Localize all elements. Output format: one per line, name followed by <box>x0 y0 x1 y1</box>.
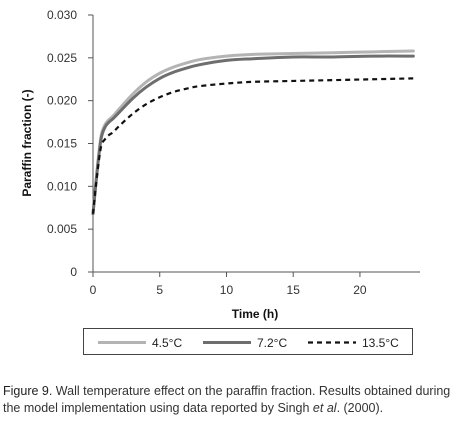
legend-label-3: 13.5°C <box>362 336 399 350</box>
legend-label-1: 4.5°C <box>152 336 182 350</box>
y-tick-label: 0.025 <box>47 51 77 65</box>
chart-area: 0 0.005 0.010 0.015 0.020 0.025 0.030 0 5 10 15 20… <box>20 8 420 321</box>
y-axis-label: Paraffin fraction (-) <box>20 89 34 196</box>
legend: 4.5°C 7.2°C 13.5°C <box>83 328 413 355</box>
series-lines <box>91 49 415 216</box>
series-line-1 <box>91 49 415 216</box>
x-tick-labels: 0 5 10 15 20 <box>90 283 367 297</box>
caption-text-end: . (2000). <box>336 401 384 415</box>
series-line-2 <box>91 54 415 216</box>
caption-figure-label: Figure 9 <box>3 384 49 398</box>
series-line-3 <box>91 77 414 214</box>
x-tick-label: 15 <box>287 283 301 297</box>
x-tick-label: 0 <box>90 283 97 297</box>
x-tick-label: 20 <box>353 283 367 297</box>
y-tick-label: 0.010 <box>47 179 77 193</box>
x-axis-label: Time (h) <box>232 307 278 321</box>
legend-label-2: 7.2°C <box>257 336 287 350</box>
y-tick-label: 0.020 <box>47 94 77 108</box>
y-tick-label: 0.030 <box>47 8 77 22</box>
y-tick-label: 0 <box>70 265 77 279</box>
y-tick-label: 0.005 <box>47 222 77 236</box>
legend-items: 4.5°C 7.2°C 13.5°C <box>98 336 399 350</box>
x-tick-label: 5 <box>156 283 163 297</box>
y-tick-labels: 0 0.005 0.010 0.015 0.020 0.025 0.030 <box>47 8 77 279</box>
caption-italic: et al <box>312 401 337 415</box>
figure-caption: Figure 9. Wall temperature effect on the… <box>3 383 463 417</box>
y-tick-label: 0.015 <box>47 137 77 151</box>
caption-text: . Wall temperature effect on the paraffi… <box>3 384 451 415</box>
axes <box>88 14 420 277</box>
x-tick-label: 10 <box>220 283 234 297</box>
